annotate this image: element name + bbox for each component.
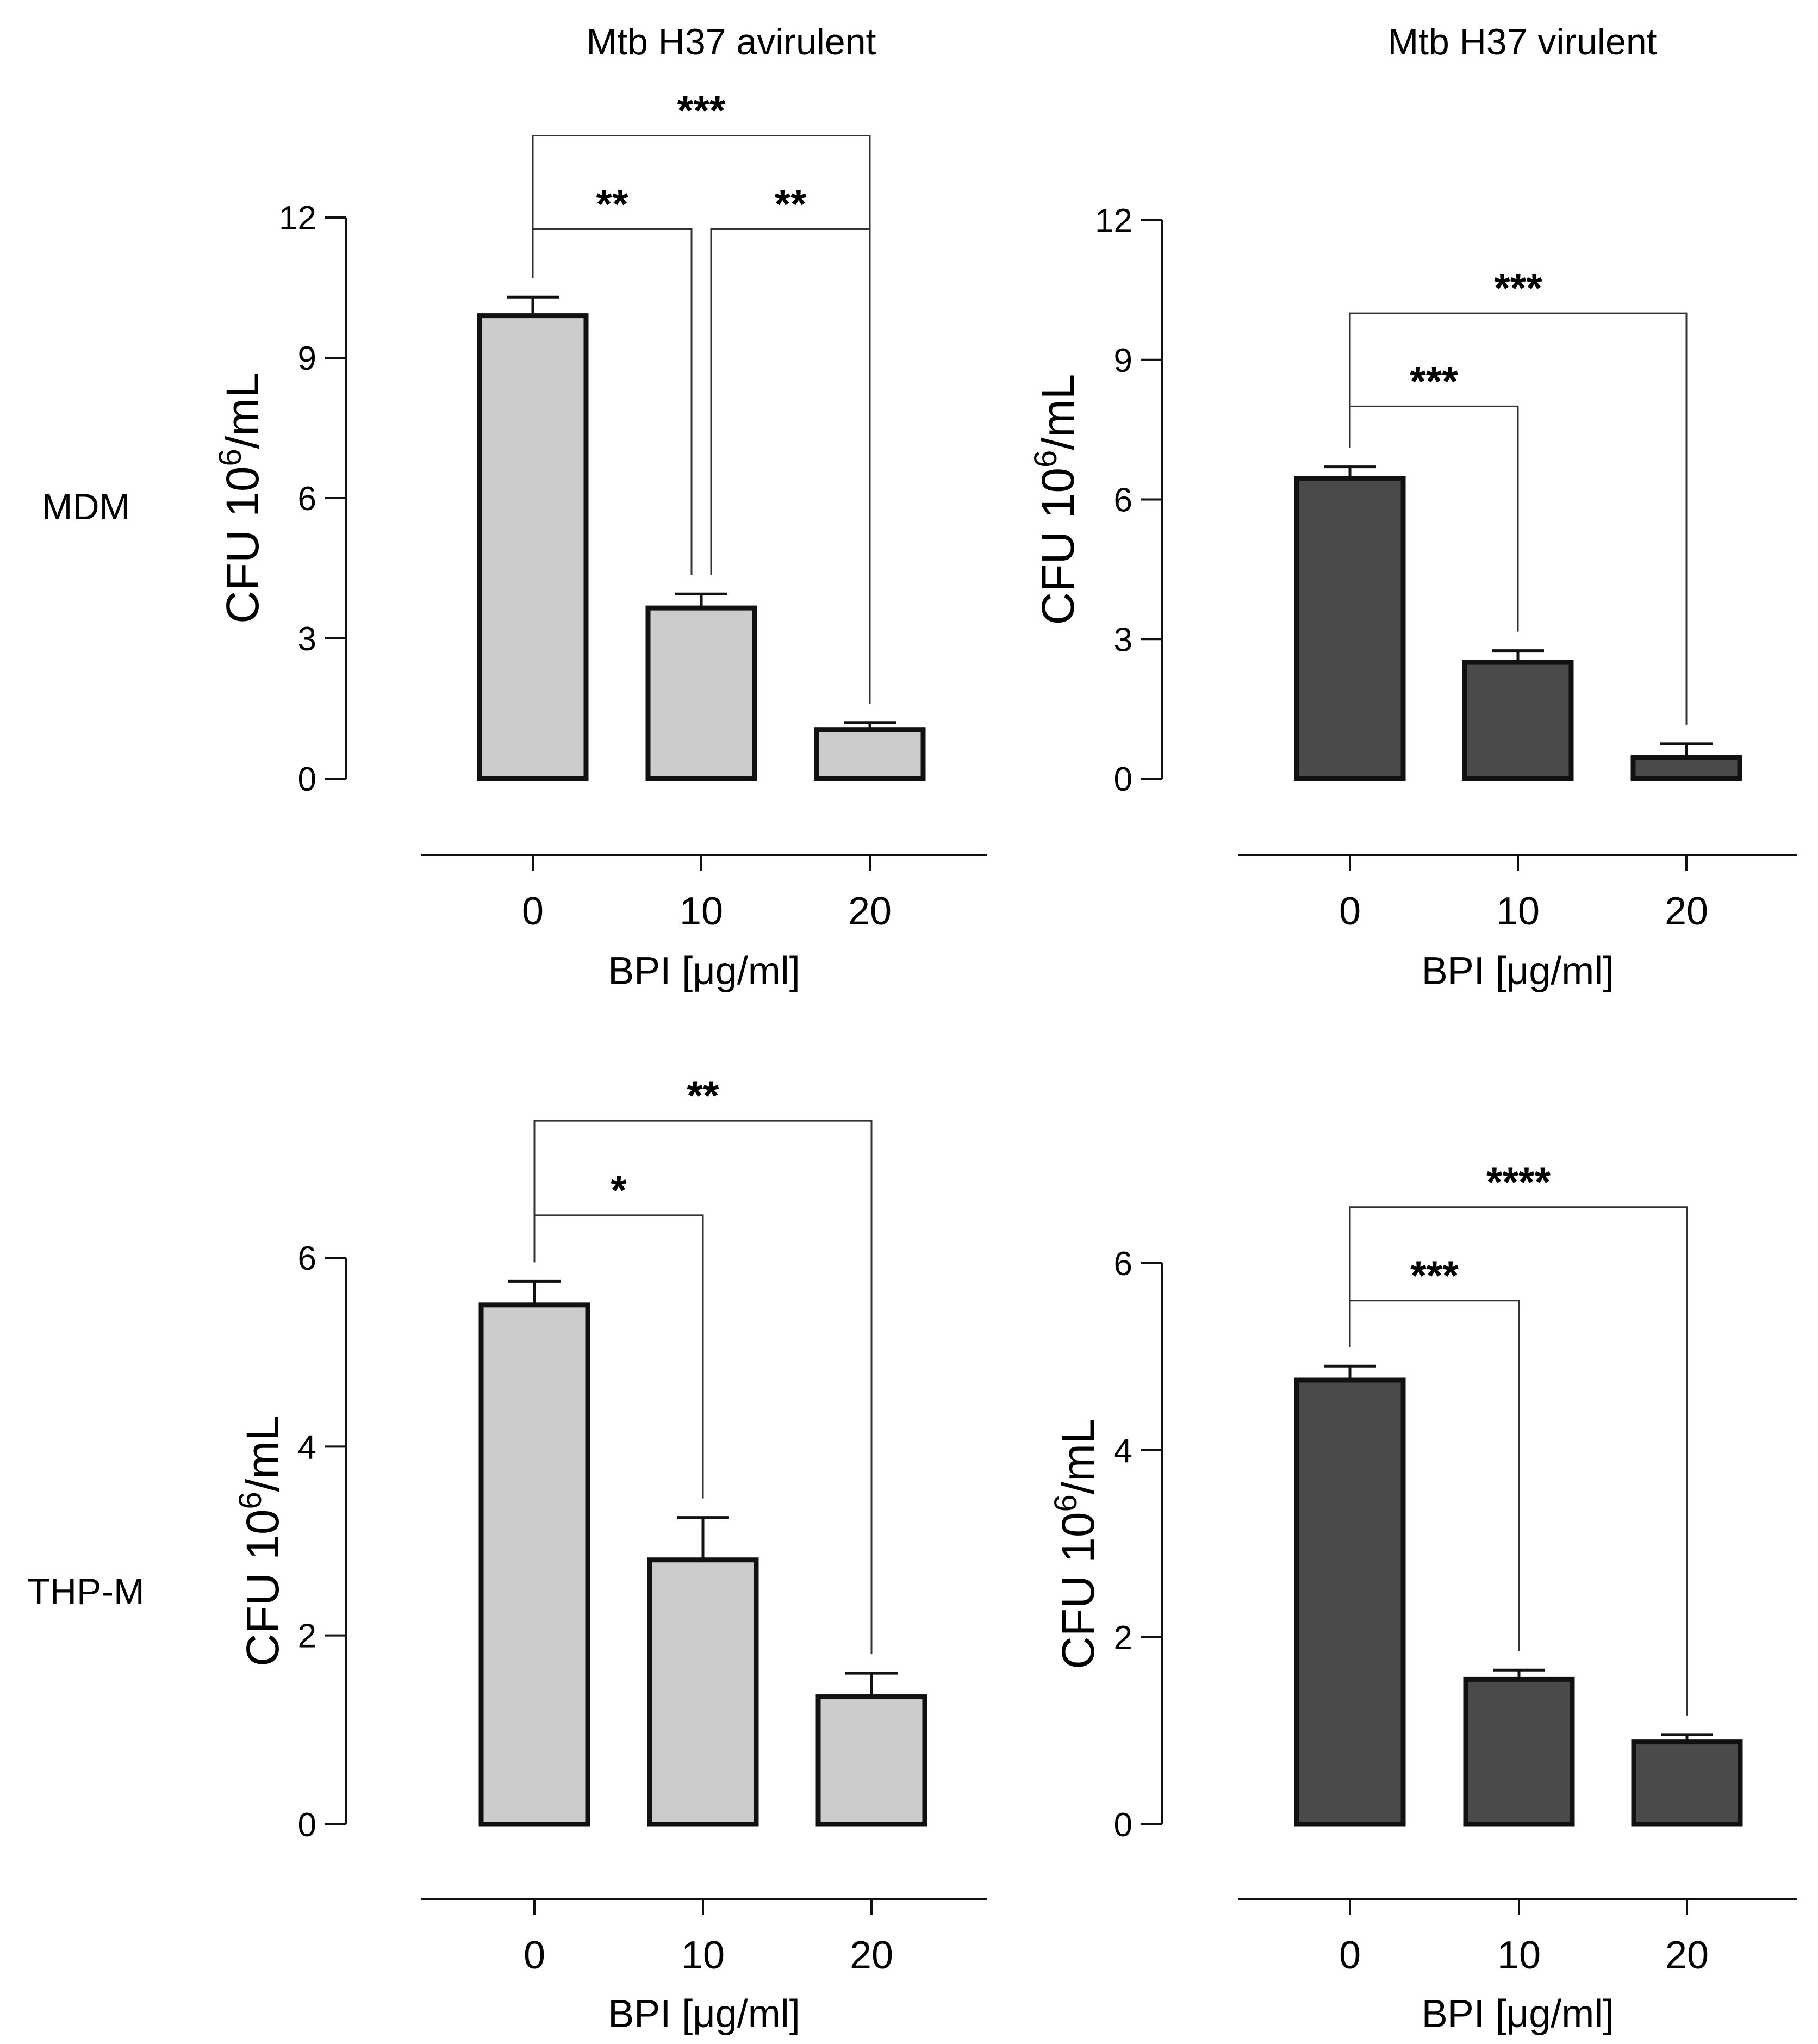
y-axis-title-main: CFU 10 <box>217 466 268 623</box>
x-tick-label: 10 <box>1497 1934 1541 1977</box>
y-tick-label: 0 <box>298 1806 316 1844</box>
significance-label: ** <box>774 182 807 228</box>
y-tick-label: 6 <box>1114 1245 1132 1283</box>
y-axis-title-unit: /mL <box>1053 1418 1104 1494</box>
y-tick-label: 0 <box>1114 1806 1132 1844</box>
significance-bracket <box>533 1120 873 1655</box>
y-axis-title: CFU 106/mL <box>1048 1418 1104 1669</box>
x-tick-label: 0 <box>524 1934 545 1977</box>
y-axis-title-unit: /mL <box>217 372 268 449</box>
significance-label: ** <box>687 1073 719 1119</box>
x-tick-label: 0 <box>522 890 544 933</box>
y-axis-title-main: CFU 10 <box>237 1509 288 1666</box>
y-axis-title-main: CFU 10 <box>1053 1512 1104 1669</box>
x-tick-label: 10 <box>681 1934 725 1977</box>
x-axis-title: BPI [μg/ml] <box>1422 1992 1614 2036</box>
significance-bracket <box>1349 1206 1688 1716</box>
significance-label: *** <box>1410 1253 1459 1299</box>
y-tick-label: 2 <box>1114 1619 1132 1657</box>
bar-10 <box>1462 660 1574 781</box>
y-axis-title-exponent: 6 <box>213 449 248 466</box>
bar-20 <box>814 727 926 781</box>
y-tick-label: 0 <box>298 761 316 798</box>
x-tick-label: 20 <box>848 890 892 933</box>
y-tick-label: 12 <box>279 200 316 237</box>
bar-0 <box>478 1302 590 1827</box>
x-axis-title: BPI [μg/ml] <box>608 1992 800 2036</box>
y-axis-title-unit: /mL <box>1032 374 1084 450</box>
x-axis-title: BPI [μg/ml] <box>1422 949 1614 993</box>
y-axis-title: CFU 106/mL <box>233 1415 288 1667</box>
significance-label: *** <box>1410 358 1458 405</box>
y-tick-label: 6 <box>298 1240 316 1277</box>
x-tick-label: 0 <box>1339 890 1361 933</box>
y-tick-label: 9 <box>298 340 316 377</box>
y-axis-title: CFU 106/mL <box>1028 374 1084 625</box>
x-axis-title: BPI [μg/ml] <box>608 949 800 993</box>
y-tick-label: 4 <box>298 1428 316 1466</box>
bar-0 <box>1294 476 1406 781</box>
bar-10 <box>647 1557 759 1827</box>
y-tick-label: 2 <box>298 1618 316 1655</box>
bar-20 <box>1631 1739 1743 1827</box>
bar-20 <box>815 1694 927 1827</box>
x-tick-label: 10 <box>680 890 723 933</box>
row-label-mdm: MDM <box>42 486 130 527</box>
y-axis-title: CFU 106/mL <box>213 372 268 624</box>
x-tick-label: 20 <box>850 1934 893 1977</box>
y-tick-label: 12 <box>1095 202 1132 240</box>
x-tick-label: 20 <box>1665 890 1708 933</box>
significance-label: **** <box>1486 1159 1551 1206</box>
bar-0 <box>1294 1377 1406 1827</box>
significance-label: *** <box>1494 265 1542 312</box>
significance-label: *** <box>677 88 726 134</box>
x-tick-label: 0 <box>1339 1934 1361 1977</box>
significance-label: ** <box>596 182 628 228</box>
significance-label: * <box>611 1167 627 1214</box>
y-axis-title-exponent: 6 <box>233 1492 268 1509</box>
y-tick-label: 4 <box>1114 1432 1132 1470</box>
significance-bracket <box>532 135 871 704</box>
bar-10 <box>645 605 757 781</box>
y-tick-label: 0 <box>1114 761 1132 798</box>
row-label-thp-m: THP-M <box>27 1571 144 1612</box>
y-tick-label: 9 <box>1114 342 1132 380</box>
y-axis-title-main: CFU 10 <box>1032 468 1084 625</box>
column-title-virulent: Mtb H37 virulent <box>1387 21 1657 63</box>
column-title-avirulent: Mtb H37 avirulent <box>587 21 876 63</box>
y-tick-label: 6 <box>298 480 316 518</box>
y-tick-label: 3 <box>1114 621 1132 658</box>
y-tick-label: 6 <box>1114 482 1132 519</box>
bar-0 <box>477 313 589 781</box>
x-tick-label: 10 <box>1496 890 1540 933</box>
y-axis-title-exponent: 6 <box>1048 1494 1084 1512</box>
bar-20 <box>1630 755 1742 781</box>
bar-10 <box>1463 1676 1575 1827</box>
significance-bracket <box>1349 312 1688 725</box>
y-tick-label: 3 <box>298 620 316 658</box>
y-axis-title-exponent: 6 <box>1028 450 1063 468</box>
y-axis-title-unit: /mL <box>237 1415 288 1492</box>
x-tick-label: 20 <box>1665 1934 1709 1977</box>
